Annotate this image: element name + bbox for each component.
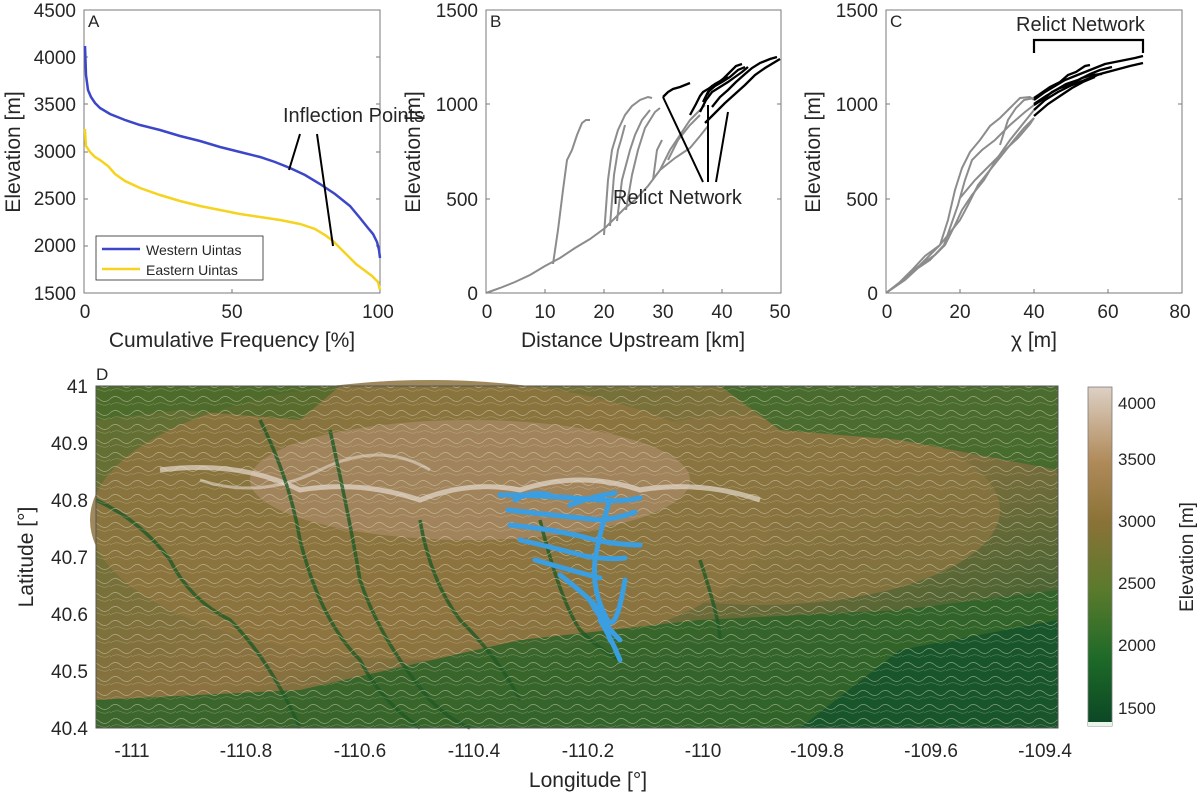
svg-text:0: 0 xyxy=(80,302,91,323)
svg-text:0: 0 xyxy=(467,284,478,305)
svg-text:0: 0 xyxy=(882,302,893,323)
svg-text:40.6: 40.6 xyxy=(51,605,88,626)
svg-text:4000: 4000 xyxy=(1118,394,1156,413)
svg-text:100: 100 xyxy=(362,302,394,323)
panel-a: 1500 2000 2500 3000 3500 4000 4500 0 50 … xyxy=(2,1,424,352)
relict-network-label-c: Relict Network xyxy=(1016,14,1146,36)
svg-text:10: 10 xyxy=(534,302,555,323)
inflection-pointers xyxy=(288,133,334,247)
svg-text:-110.8: -110.8 xyxy=(220,741,272,762)
svg-text:-109.8: -109.8 xyxy=(790,741,844,762)
svg-text:-109.4: -109.4 xyxy=(1018,741,1072,762)
svg-text:1500: 1500 xyxy=(34,284,76,305)
svg-text:50: 50 xyxy=(769,302,790,323)
legend-label-western: Western Uintas xyxy=(146,242,241,258)
svg-text:60: 60 xyxy=(1097,302,1118,323)
svg-text:1000: 1000 xyxy=(436,95,478,116)
svg-text:500: 500 xyxy=(446,190,478,211)
inflection-points-label: Inflection Points xyxy=(283,105,424,127)
panel-b-xlabel: Distance Upstream [km] xyxy=(521,329,745,352)
svg-text:40.7: 40.7 xyxy=(51,548,88,569)
series-eastern-uintas xyxy=(83,128,382,291)
panel-c-axes xyxy=(885,9,1183,294)
panel-d-xticks: -111 -110.8 -110.6 -110.4 -110.2 -110 -1… xyxy=(114,741,1072,762)
svg-text:3000: 3000 xyxy=(34,142,76,163)
panel-d-ylabel: Latitude [°] xyxy=(15,507,38,608)
svg-text:-111: -111 xyxy=(114,741,149,762)
svg-text:20: 20 xyxy=(593,302,614,323)
svg-text:80: 80 xyxy=(1169,302,1190,323)
svg-text:2000: 2000 xyxy=(34,236,76,257)
svg-text:4500: 4500 xyxy=(34,1,76,22)
panel-c-yticks: 0 500 1000 1500 xyxy=(836,1,878,305)
panel-c-profiles-relict xyxy=(1033,54,1144,117)
svg-text:40.4: 40.4 xyxy=(51,719,88,740)
panel-c: 0 500 1000 1500 0 20 40 60 80 χ [m] Elev… xyxy=(802,1,1191,352)
relict-network-overlay xyxy=(497,490,643,663)
svg-text:40: 40 xyxy=(1023,302,1044,323)
svg-text:500: 500 xyxy=(846,190,878,211)
svg-text:4000: 4000 xyxy=(34,48,76,69)
svg-text:1500: 1500 xyxy=(436,1,478,22)
svg-text:-110.4: -110.4 xyxy=(448,741,501,762)
svg-text:2500: 2500 xyxy=(34,189,76,210)
svg-text:1500: 1500 xyxy=(1118,699,1156,718)
svg-text:41: 41 xyxy=(67,377,88,398)
series-western-uintas xyxy=(83,45,382,259)
panel-c-letter: C xyxy=(890,12,902,31)
svg-text:2000: 2000 xyxy=(1118,636,1156,655)
svg-text:50: 50 xyxy=(221,302,242,323)
svg-text:3500: 3500 xyxy=(34,95,76,116)
panel-b-axes xyxy=(485,9,782,294)
relict-network-bracket xyxy=(1032,38,1145,53)
svg-text:-110: -110 xyxy=(685,741,722,762)
panel-a-letter: A xyxy=(88,12,100,31)
panel-c-xlabel: χ [m] xyxy=(1011,329,1057,352)
svg-text:2500: 2500 xyxy=(1118,574,1156,593)
panel-a-yticks: 1500 2000 2500 3000 3500 4000 4500 xyxy=(34,1,76,305)
panel-b-profiles-gray xyxy=(485,95,709,294)
panel-d-axes xyxy=(95,385,1059,729)
relict-network-label-b: Relict Network xyxy=(613,187,743,209)
panel-a-xticks: 0 50 100 xyxy=(80,302,394,323)
svg-text:40: 40 xyxy=(711,302,732,323)
panel-d-letter: D xyxy=(96,365,108,384)
elevation-map xyxy=(90,380,1058,730)
panel-b-yticks: 0 500 1000 1500 xyxy=(436,1,478,305)
svg-text:30: 30 xyxy=(652,302,673,323)
panel-b-profiles-relict xyxy=(662,55,781,124)
svg-text:1500: 1500 xyxy=(836,1,878,22)
colorbar-ticks: 1500 2000 2500 3000 3500 4000 xyxy=(1118,394,1156,718)
svg-text:1000: 1000 xyxy=(836,95,878,116)
panel-c-ylabel: Elevation [m] xyxy=(802,91,825,212)
svg-text:40.5: 40.5 xyxy=(51,662,88,683)
svg-text:20: 20 xyxy=(949,302,970,323)
legend-label-eastern: Eastern Uintas xyxy=(146,262,238,278)
svg-text:0: 0 xyxy=(482,302,493,323)
svg-text:-109.6: -109.6 xyxy=(904,741,958,762)
panel-a-legend: Western Uintas Eastern Uintas xyxy=(95,235,264,281)
panel-d-yticks: 40.4 40.5 40.6 40.7 40.8 40.9 41 xyxy=(51,377,88,740)
panel-a-ylabel: Elevation [m] xyxy=(2,91,25,212)
svg-text:40.8: 40.8 xyxy=(51,491,88,512)
svg-text:-110.6: -110.6 xyxy=(334,741,386,762)
panel-c-profiles-gray xyxy=(885,95,1035,294)
relict-network-pointers-b xyxy=(662,96,729,183)
panel-d-xlabel: Longitude [°] xyxy=(529,769,647,792)
panel-a-xlabel: Cumulative Frequency [%] xyxy=(109,329,355,352)
panel-b-xticks: 0 10 20 30 40 50 xyxy=(482,302,791,323)
svg-text:40.9: 40.9 xyxy=(51,434,88,455)
panel-b-letter: B xyxy=(490,12,501,31)
colorbar-label: Elevation [m] xyxy=(1177,502,1198,612)
panel-c-xticks: 0 20 40 60 80 xyxy=(882,302,1191,323)
svg-text:3000: 3000 xyxy=(1118,512,1156,531)
svg-text:-110.2: -110.2 xyxy=(562,741,614,762)
svg-text:3500: 3500 xyxy=(1118,450,1156,469)
svg-text:0: 0 xyxy=(867,284,878,305)
panel-d: D xyxy=(15,365,1198,792)
panel-b: 0 500 1000 1500 0 10 20 30 40 50 Distanc… xyxy=(402,1,791,352)
panel-b-ylabel: Elevation [m] xyxy=(402,91,425,212)
colorbar: 1500 2000 2500 3000 3500 4000 Elevation … xyxy=(1087,386,1198,727)
